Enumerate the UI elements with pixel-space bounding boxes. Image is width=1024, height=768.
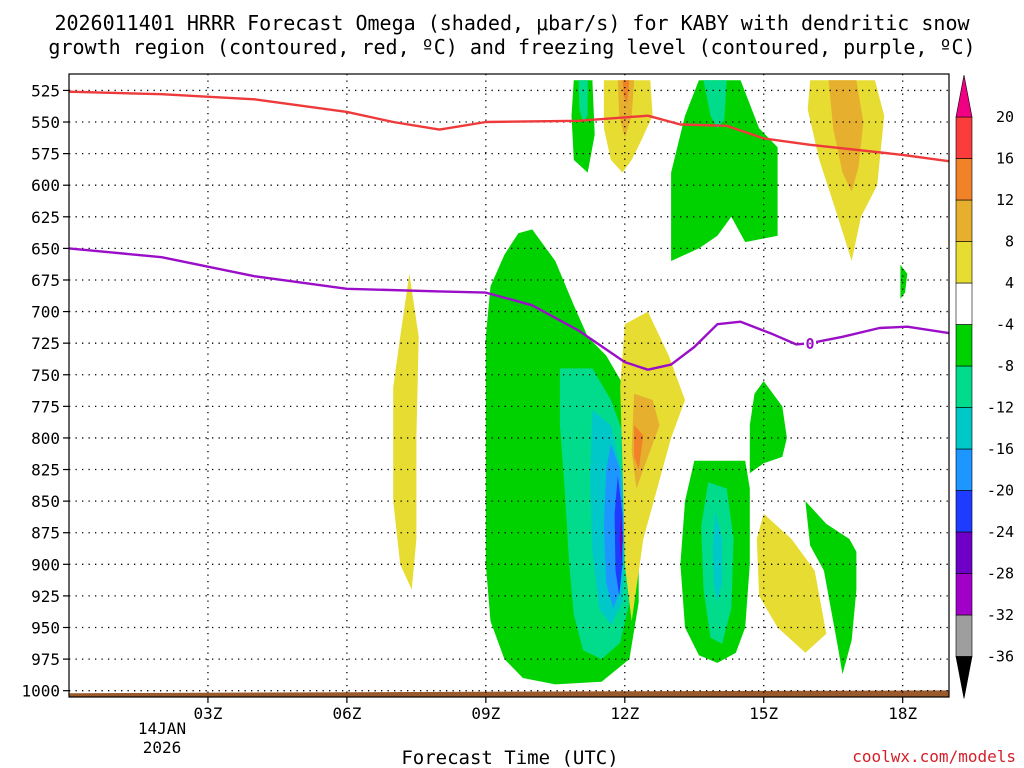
- omega-region-16: [603, 80, 653, 173]
- source-credit: coolwx.com/models: [852, 747, 1016, 766]
- colorbar-bin-8: [955, 282, 973, 325]
- colorbar-bin-0: [955, 614, 973, 657]
- colorbar-bin-7: [955, 324, 973, 367]
- dgz-contour-line: [69, 90, 949, 163]
- omega-region-20: [828, 80, 864, 192]
- x-axis-label: Forecast Time (UTC): [401, 747, 618, 768]
- y-tick-label-725: 725: [31, 334, 60, 353]
- x-tick-label-03Z: 03Z: [193, 704, 222, 723]
- omega-region-24: [634, 425, 644, 470]
- y-tick-label-625: 625: [31, 208, 60, 227]
- colorbar-under-arrow: [955, 656, 973, 699]
- colorbar-bin-1: [955, 573, 973, 616]
- colorbar-label-9: 4: [1005, 274, 1014, 292]
- colorbar-bin-11: [955, 158, 973, 201]
- y-tick-label-550: 550: [31, 113, 60, 132]
- y-tick-label-875: 875: [31, 524, 60, 543]
- freezing-level-line: [69, 247, 949, 371]
- omega-region-11: [571, 80, 595, 173]
- y-tick-label-950: 950: [31, 618, 60, 637]
- omega-region-21: [393, 273, 419, 590]
- colorbar-label-7: -8: [996, 357, 1014, 375]
- y-tick-label-800: 800: [31, 429, 60, 448]
- y-tick-label-775: 775: [31, 397, 60, 416]
- colorbar-label-13: 20: [996, 108, 1014, 126]
- x-axis: 03Z 06Z 09Z 12Z 15Z 18Z: [193, 697, 917, 723]
- colorbar-label-4: -20: [987, 482, 1014, 500]
- colorbar-label-10: 8: [1005, 233, 1014, 251]
- date-label-line1: 14JAN: [138, 719, 186, 738]
- x-tick-label-18Z: 18Z: [888, 704, 917, 723]
- x-tick-label-06Z: 06Z: [332, 704, 361, 723]
- y-tick-label-850: 850: [31, 492, 60, 511]
- omega-region-22: [620, 311, 685, 622]
- omega-region-13: [749, 381, 787, 474]
- omega-region-25: [756, 513, 827, 653]
- omega-region-8: [712, 511, 723, 603]
- omega-region-18: [622, 80, 630, 104]
- y-tick-label-925: 925: [31, 587, 60, 606]
- omega-shading-layer: [393, 80, 908, 685]
- date-label-line2: 2026: [143, 738, 182, 757]
- colorbar-label-8: -4: [996, 316, 1014, 334]
- colorbar-label-1: -32: [987, 606, 1014, 624]
- colorbar-label-11: 12: [996, 191, 1014, 209]
- y-tick-label-650: 650: [31, 239, 60, 258]
- y-tick-label-825: 825: [31, 461, 60, 480]
- y-tick-label-600: 600: [31, 176, 60, 195]
- colorbar-label-5: -16: [987, 440, 1014, 458]
- plot-frame: [68, 73, 950, 698]
- colorbar-bin-4: [955, 448, 973, 491]
- omega-region-14: [805, 501, 857, 675]
- y-tick-label-975: 975: [31, 650, 60, 669]
- colorbar: -36 -32 -28 -24 -20 -16 -12 -8 -4 4 8 12 16 20: [955, 74, 1014, 699]
- ground-surface: [69, 690, 949, 697]
- y-tick-label-750: 750: [31, 366, 60, 385]
- omega-region-17: [617, 80, 635, 138]
- y-axis: 525 550 575 600 625 650 675 700 725 750 775 800 825 8…: [21, 81, 69, 701]
- chart-title-line1: 2026011401 HRRR Forecast Omega (shaded, …: [54, 11, 970, 35]
- colorbar-label-6: -12: [987, 399, 1014, 417]
- omega-region-4: [614, 475, 623, 596]
- colorbar-over-arrow: [955, 74, 973, 118]
- colorbar-bin-6: [955, 365, 973, 408]
- colorbar-bin-9: [955, 241, 973, 284]
- x-tick-label-12Z: 12Z: [610, 704, 639, 723]
- colorbar-bin-2: [955, 531, 973, 574]
- omega-region-5: [619, 513, 623, 565]
- y-tick-label-575: 575: [31, 145, 60, 164]
- omega-region-10: [703, 80, 727, 129]
- colorbar-bin-12: [955, 116, 973, 159]
- colorbar-bin-5: [955, 407, 973, 450]
- x-tick-label-15Z: 15Z: [749, 704, 778, 723]
- y-tick-label-900: 900: [31, 555, 60, 574]
- colorbar-bin-3: [955, 490, 973, 533]
- colorbar-label-0: -36: [987, 648, 1014, 666]
- omega-region-15: [900, 264, 908, 299]
- freezing-level-label-bg: [804, 334, 817, 352]
- y-tick-label-525: 525: [31, 81, 60, 100]
- y-tick-label-675: 675: [31, 271, 60, 290]
- terrain-layer: [69, 690, 949, 697]
- freezing-level-label: 0: [806, 335, 815, 353]
- y-tick-label-700: 700: [31, 303, 60, 322]
- colorbar-label-3: -24: [987, 523, 1014, 541]
- colorbar-label-2: -28: [987, 565, 1014, 583]
- colorbar-bin-10: [955, 199, 973, 242]
- x-tick-label-09Z: 09Z: [471, 704, 500, 723]
- y-tick-label-1000: 1000: [21, 682, 60, 701]
- colorbar-label-12: 16: [996, 150, 1014, 168]
- contour-lines-layer: 0: [69, 90, 949, 371]
- omega-region-12: [578, 80, 588, 122]
- chart-title-line2: growth region (contoured, red, ºC) and f…: [48, 35, 975, 59]
